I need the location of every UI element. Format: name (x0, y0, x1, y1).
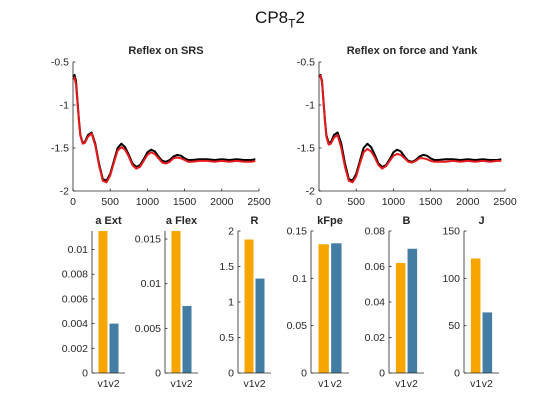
x-tick-label: v2 (181, 378, 192, 390)
y-tick-label: 2 (228, 226, 234, 238)
y-tick-label: 0.008 (62, 269, 88, 281)
series-line-red (72, 76, 256, 184)
series-line-red (318, 74, 502, 184)
bar-v2 (255, 278, 265, 373)
bar-chart-a-flex: v1 v2 0 0.005 0.01 0.015 a Flex (135, 215, 198, 390)
y-tick-label: 0.15 (287, 226, 308, 238)
y-tick-label: 1.5 (219, 261, 234, 273)
y-tick-label: 0.005 (135, 323, 161, 335)
x-tick-label: 1500 (173, 196, 197, 208)
y-tick-label: 0.5 (219, 332, 234, 344)
y-tick-label: 0.01 (68, 244, 89, 256)
bar-chart-a-ext: v1 v2 0 0.002 0.004 0.006 0.008 0.01 a Ext (62, 215, 125, 390)
bar-chart-b: v1 v2 0 0.02 0.04 0.06 0.08 B (365, 215, 424, 390)
chart-title: a Flex (166, 215, 198, 227)
line-chart-reflex-on-srs: 0 500 1000 1500 2000 2500 -2 -1.5 -1 -0.5 Reflex o… (51, 45, 271, 208)
bar-v1 (470, 258, 481, 373)
y-tick-label: 0.1 (292, 273, 307, 285)
x-tick-label: 500 (347, 196, 365, 208)
y-tick-label: 150 (442, 226, 460, 238)
bar-chart-r: v1 v2 0 0.5 1 1.5 2 R (219, 215, 271, 390)
y-tick-label: 0.04 (365, 297, 386, 309)
bar-v2 (482, 312, 493, 373)
y-tick-label: 1 (228, 297, 234, 309)
x-tick-label: 2500 (493, 196, 517, 208)
y-tick-label: 0 (228, 368, 234, 380)
chart-title: a Ext (95, 215, 122, 227)
bar-chart-j: v1 v2 0 50 100 150 J (442, 215, 499, 390)
chart-title: Reflex on SRS (128, 45, 203, 57)
x-tick-label: v2 (254, 378, 265, 390)
chart-title: J (478, 215, 484, 227)
y-tick-label: -1.5 (297, 143, 315, 155)
bar-v2 (407, 248, 418, 373)
y-tick-label: 0.006 (62, 293, 88, 305)
figure-title: CP8T2 (0, 8, 560, 30)
x-tick-label: 1500 (419, 196, 443, 208)
bar-v1 (395, 262, 406, 373)
x-tick-label: 500 (101, 196, 119, 208)
y-tick-label: 0.002 (62, 343, 88, 355)
y-tick-label: 0.015 (135, 234, 161, 246)
line-chart-reflex-on-force-and-yank: 0 500 1000 1500 2000 2500 -2 -1.5 -1 -0.5 Reflex o… (297, 45, 517, 208)
bar-v2 (331, 243, 342, 373)
y-tick-label: 50 (448, 320, 460, 332)
x-tick-label: 0 (316, 196, 322, 208)
x-tick-label: v2 (108, 378, 119, 390)
y-tick-label: 0.004 (62, 318, 88, 330)
bar-chart-kfpe: v1 v2 0 0.05 0.1 0.15 kFpe (287, 215, 349, 390)
x-tick-label: 2500 (247, 196, 271, 208)
y-tick-label: -0.5 (51, 57, 69, 69)
figure-title-main: CP8 (255, 8, 289, 27)
y-tick-label: -1 (60, 100, 69, 112)
x-tick-label: v1 (97, 378, 108, 390)
chart-title: Reflex on force and Yank (347, 45, 479, 57)
x-tick-label: 1000 (382, 196, 406, 208)
y-tick-label: -2 (306, 186, 315, 198)
y-tick-label: 0 (301, 368, 307, 380)
y-tick-label: 0.01 (141, 278, 162, 290)
figure-title-end: 2 (295, 8, 305, 27)
bar-v2 (182, 306, 192, 373)
y-tick-label: 0.08 (365, 226, 386, 238)
x-tick-label: v1 (318, 378, 329, 390)
x-tick-label: 2000 (456, 196, 480, 208)
y-tick-label: -2 (60, 186, 69, 198)
x-tick-label: 0 (70, 196, 76, 208)
chart-title: B (403, 215, 411, 227)
x-tick-label: v2 (331, 378, 342, 390)
y-tick-label: 0.02 (365, 332, 386, 344)
bar-v2 (109, 323, 119, 373)
bar-v1 (171, 231, 181, 373)
y-tick-label: 0.06 (365, 261, 386, 273)
y-tick-label: 0 (82, 368, 88, 380)
x-tick-label: v2 (407, 378, 418, 390)
y-tick-label: -1 (306, 100, 315, 112)
x-tick-label: v2 (482, 378, 493, 390)
x-tick-label: 1000 (136, 196, 160, 208)
x-tick-label: v1 (395, 378, 406, 390)
series-line-black (72, 73, 256, 182)
bar-v1 (98, 231, 108, 373)
y-tick-label: 0 (379, 368, 385, 380)
x-tick-label: v1 (470, 378, 481, 390)
figure-title-subscript: T (288, 16, 296, 31)
y-tick-label: 0.05 (287, 320, 308, 332)
x-tick-label: v1 (243, 378, 254, 390)
x-tick-label: 2000 (210, 196, 234, 208)
y-tick-label: 0 (155, 368, 161, 380)
y-tick-label: 0 (454, 368, 460, 380)
series-line-black (318, 73, 502, 182)
y-tick-label: 100 (442, 273, 460, 285)
chart-title: kFpe (317, 215, 343, 227)
x-tick-label: v1 (170, 378, 181, 390)
y-tick-label: -1.5 (51, 143, 69, 155)
bar-v1 (318, 244, 329, 373)
bar-v1 (244, 239, 254, 373)
chart-title: R (251, 215, 259, 227)
y-tick-label: -0.5 (297, 57, 315, 69)
